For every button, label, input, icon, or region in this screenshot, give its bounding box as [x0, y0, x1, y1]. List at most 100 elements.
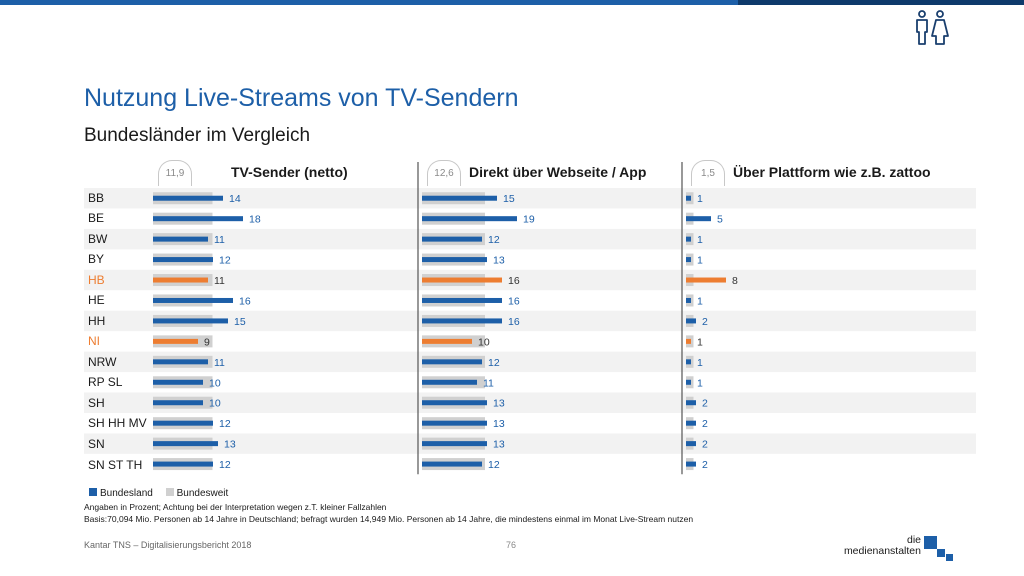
state-bar-0-he: [153, 297, 233, 303]
page-number: 76: [506, 540, 517, 550]
state-bar-0-nrw: [153, 359, 208, 365]
state-bar-0-be: [153, 216, 243, 222]
state-bar-2-by: [686, 257, 691, 263]
state-bar-2-ni: [686, 338, 691, 344]
state-bar-1-bw: [422, 236, 482, 242]
top-accent-bar-dark: [738, 0, 1024, 5]
data-label-0-bb: 14: [229, 193, 241, 205]
state-bar-1-be: [422, 216, 517, 222]
data-label-0-ni: 9: [204, 336, 210, 348]
data-label-0-sn: 13: [224, 439, 236, 451]
state-bar-0-bb: [153, 195, 223, 201]
national-badge-plattform: 1,5: [691, 160, 725, 186]
note-line-2: Basis:70,094 Mio. Personen ab 14 Jahre i…: [84, 514, 694, 524]
state-bar-1-he: [422, 297, 502, 303]
state-bar-0-bw: [153, 236, 208, 242]
state-bar-1-sh-hh-mv: [422, 420, 487, 426]
legend-label-national: Bundesweit: [176, 488, 229, 499]
data-label-1-sn-st-th: 12: [488, 459, 500, 471]
legend-swatch-state: [89, 488, 97, 496]
national-badge-webseite: 12,6: [427, 160, 461, 186]
state-bar-1-hh: [422, 318, 502, 324]
state-bar-1-nrw: [422, 359, 482, 365]
data-label-2-sh: 2: [702, 398, 708, 410]
data-label-2-hh: 2: [702, 316, 708, 328]
panel-title-tv-sender: TV-Sender (netto): [231, 164, 348, 180]
top-accent-bar: [0, 0, 1024, 5]
state-bar-0-hb: [153, 277, 208, 283]
state-bar-1-sn: [422, 441, 487, 447]
state-bar-2-be: [686, 216, 711, 222]
row-label-hh: HH: [88, 314, 106, 328]
data-label-0-rp-sl: 10: [209, 377, 221, 389]
data-label-2-rp-sl: 1: [697, 377, 703, 389]
row-stripe: [84, 351, 976, 373]
data-label-2-sh-hh-mv: 2: [702, 418, 708, 430]
note-line-1: Angaben in Prozent; Achtung bei der Inte…: [84, 502, 387, 512]
state-bar-1-by: [422, 257, 487, 263]
panel-title-plattform: Über Plattform wie z.B. zattoo: [733, 164, 931, 180]
chart-legend: Bundesland Bundesweit: [89, 488, 228, 500]
data-label-2-bb: 1: [697, 193, 703, 205]
row-label-he: HE: [88, 293, 105, 307]
state-bar-0-ni: [153, 338, 198, 344]
state-bar-2-he: [686, 297, 691, 303]
data-label-1-bb: 15: [503, 193, 515, 205]
state-bar-0-by: [153, 257, 213, 263]
row-stripe: [84, 188, 976, 209]
logo-text-die: die: [906, 534, 921, 546]
state-bar-1-rp-sl: [422, 379, 477, 385]
state-bar-2-sn: [686, 441, 696, 447]
state-bar-0-sh-hh-mv: [153, 420, 213, 426]
data-label-0-sh-hh-mv: 12: [219, 418, 231, 430]
row-label-bw: BW: [88, 232, 108, 246]
state-bar-1-sh: [422, 400, 487, 406]
row-label-sh-hh-mv: SH HH MV: [88, 416, 147, 430]
row-label-sh: SH: [88, 396, 105, 410]
row-label-nrw: NRW: [88, 355, 117, 369]
state-bar-0-sh: [153, 400, 203, 406]
data-label-1-bw: 12: [488, 234, 500, 246]
data-label-1-sh: 13: [493, 398, 505, 410]
data-label-2-nrw: 1: [697, 357, 703, 369]
logo-text-medienanstalten: medienanstalten: [843, 545, 921, 557]
data-label-1-by: 13: [493, 255, 505, 267]
state-bar-2-sn-st-th: [686, 461, 696, 467]
data-label-0-be: 18: [249, 214, 261, 226]
data-label-0-nrw: 11: [214, 357, 225, 369]
row-label-rp-sl: RP SL: [88, 375, 123, 389]
state-bar-2-bw: [686, 236, 691, 242]
panel-title-webseite: Direkt über Webseite / App: [469, 164, 647, 180]
legend-label-state: Bundesland: [100, 488, 153, 499]
data-label-2-by: 1: [697, 255, 703, 267]
data-label-0-hh: 15: [234, 316, 246, 328]
data-label-2-bw: 1: [697, 234, 703, 246]
state-bar-2-bb: [686, 195, 691, 201]
row-label-ni: NI: [88, 334, 100, 348]
data-label-2-sn: 2: [702, 439, 708, 451]
data-label-1-rp-sl: 11: [483, 377, 494, 389]
row-stripe: [84, 228, 976, 250]
data-label-1-hh: 16: [508, 316, 520, 328]
legend-swatch-national: [165, 488, 174, 496]
data-label-1-nrw: 12: [488, 357, 500, 369]
state-bar-1-ni: [422, 338, 472, 344]
data-label-2-sn-st-th: 2: [702, 459, 708, 471]
data-label-2-hb: 8: [732, 275, 738, 287]
data-label-2-he: 1: [697, 295, 703, 307]
state-bar-2-sh-hh-mv: [686, 420, 696, 426]
data-label-2-ni: 1: [697, 336, 703, 348]
row-stripe: [84, 433, 976, 454]
data-label-1-sn: 13: [493, 439, 505, 451]
row-label-sn: SN: [88, 437, 105, 451]
row-stripe: [84, 392, 976, 413]
row-label-be: BE: [88, 211, 105, 225]
data-label-2-be: 5: [717, 214, 723, 226]
row-label-bb: BB: [88, 191, 105, 205]
state-bar-1-bb: [422, 195, 497, 201]
footer-source: Kantar TNS – Digitalisierungsbericht 201…: [84, 540, 252, 550]
state-bar-2-nrw: [686, 359, 691, 365]
state-bar-0-hh: [153, 318, 228, 324]
state-bar-2-sh: [686, 400, 696, 406]
